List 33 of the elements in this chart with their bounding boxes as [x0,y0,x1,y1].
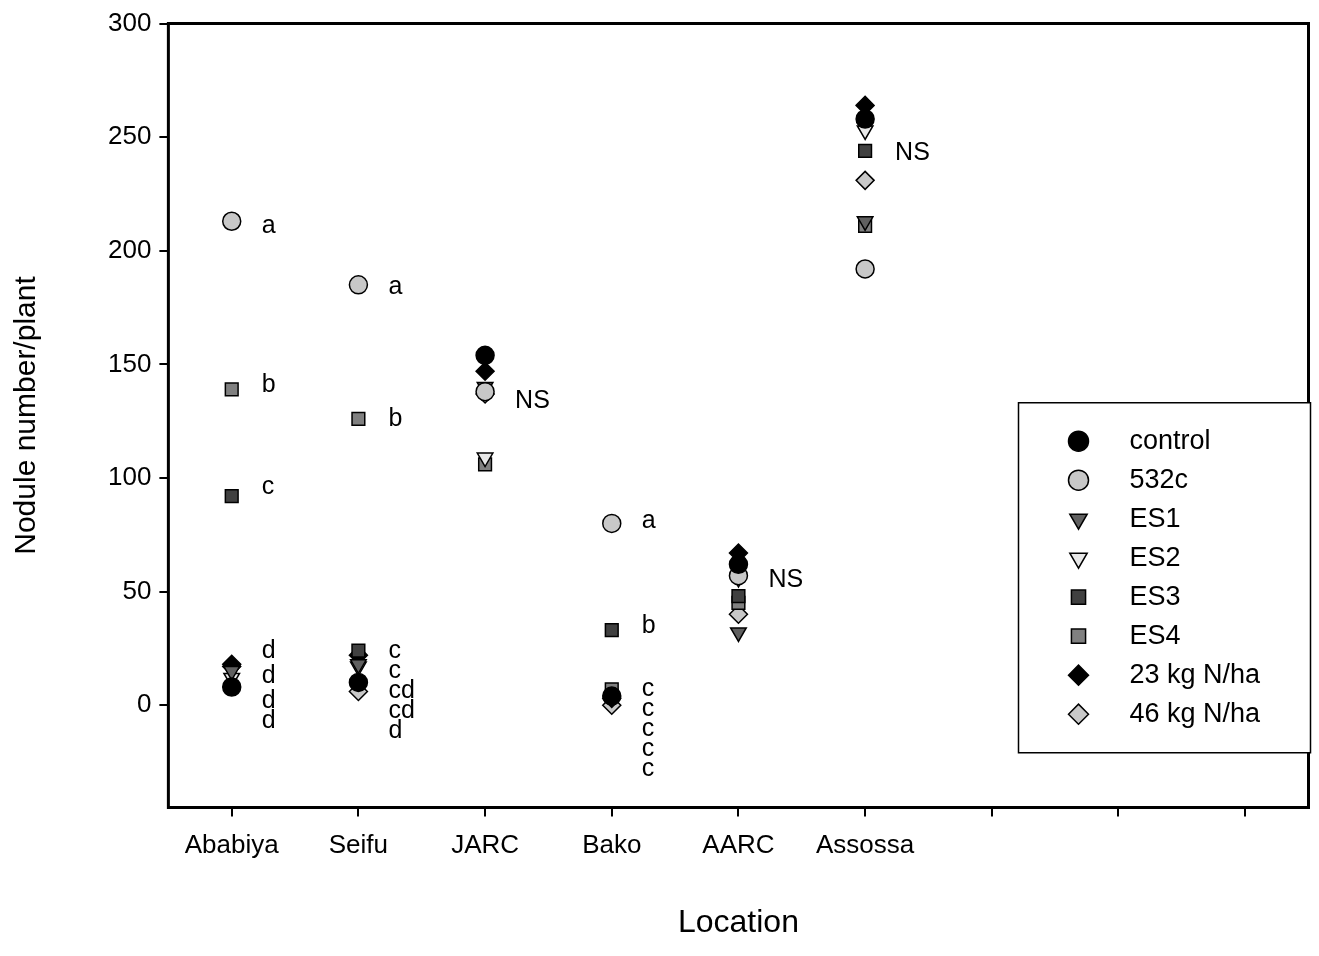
x-axis-title: Location [677,902,799,939]
legend-label: ES1 [1129,502,1181,533]
x-tick-label: JARC [451,829,520,860]
y-tick-label: 300 [107,6,152,37]
legend-label: 46 kg N/ha [1129,697,1262,728]
x-tick-label: Seifu [328,829,389,860]
y-tick-label: 0 [136,688,152,719]
legend-label: ES4 [1129,619,1181,650]
annotation: a [261,209,276,238]
annotation: NS [768,564,804,593]
y-tick-label: 50 [122,574,152,605]
annotation: NS [895,136,930,165]
y-tick-label: 150 [107,347,152,378]
legend-label: 23 kg N/ha [1129,658,1262,689]
x-tick-label: Bako [582,829,642,860]
annotation: b [261,368,276,397]
y-tick-label: 250 [107,120,152,151]
x-tick-label: Ababiya [184,829,280,860]
legend-label: control [1129,424,1211,455]
legend-label: 532c [1129,463,1189,494]
legend-label: ES2 [1129,541,1181,572]
y-tick-label: 200 [107,233,152,264]
annotation: NS [515,384,550,413]
annotation: a [641,505,656,534]
x-tick-label: Assossa [815,829,915,860]
x-tick-label: AARC [702,829,775,860]
legend-label: ES3 [1129,580,1181,611]
annotation: c [261,470,275,499]
annotation: b [388,402,403,431]
annotation: a [388,271,403,300]
y-tick-label: 100 [107,461,152,492]
annotation: b [641,609,656,638]
y-axis-title: Nodule number/plant [8,275,42,555]
